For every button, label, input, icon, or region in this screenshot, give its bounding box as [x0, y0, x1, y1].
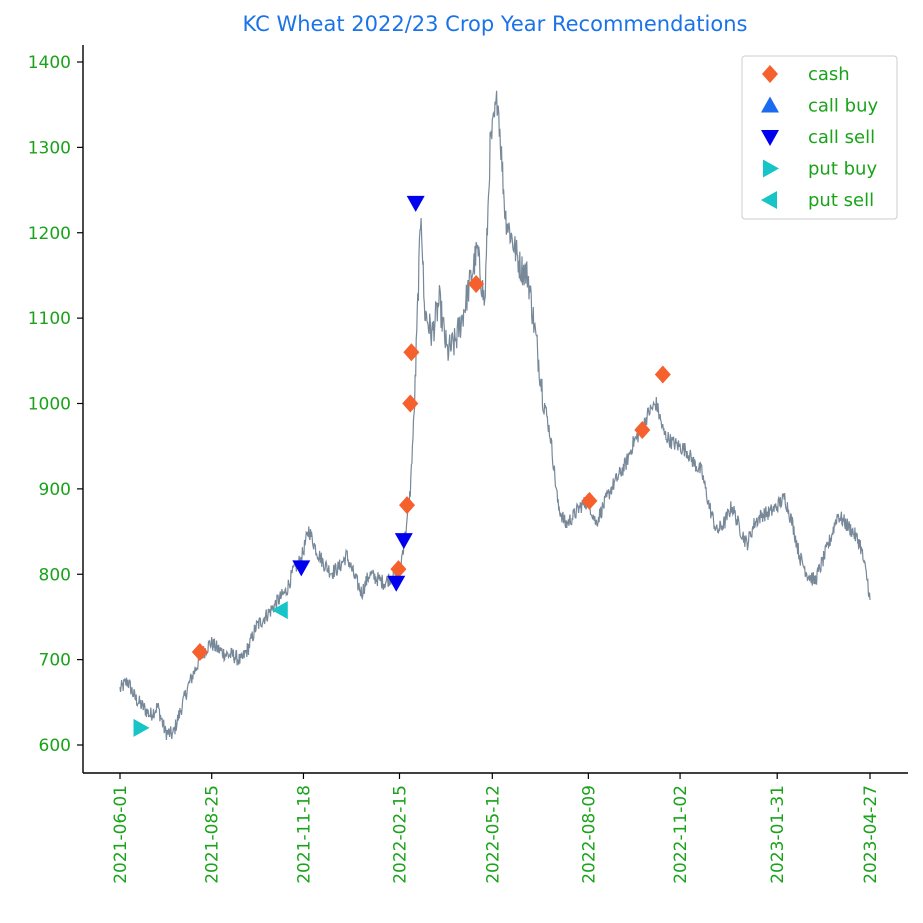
x-tick-label: 2023-01-31	[768, 785, 788, 884]
legend-put-buy-marker	[763, 159, 779, 178]
legend-put-sell-marker	[761, 191, 777, 209]
legend-cash-marker	[762, 65, 778, 83]
legend-cash-label: cash	[808, 64, 850, 85]
put-buy-marker	[133, 718, 150, 737]
signal-markers	[133, 195, 671, 737]
y-tick-label: 900	[39, 480, 71, 500]
y-tick-label: 1400	[28, 53, 71, 73]
x-tick-label: 2022-11-02	[671, 785, 691, 884]
y-axis-ticks: 600 700 800 900 1000 1100 1200 1300 1400	[28, 53, 83, 756]
y-tick-label: 1100	[28, 309, 71, 329]
y-tick-label: 800	[39, 565, 71, 585]
legend-call-buy-label: call buy	[808, 96, 878, 117]
legend-call-buy-marker	[761, 96, 779, 113]
put-sell-marker	[271, 601, 288, 620]
x-tick-label: 2022-08-09	[579, 785, 599, 884]
call-sell-marker	[387, 575, 406, 592]
cash-marker	[581, 491, 598, 510]
price-line	[119, 90, 871, 741]
x-tick-label: 2023-04-27	[861, 785, 881, 884]
legend: cash call buy call sell put buy put sell	[741, 55, 898, 220]
cash-marker	[468, 274, 485, 293]
call-sell-marker	[292, 560, 311, 577]
cash-marker	[654, 365, 671, 384]
legend-put-sell-label: put sell	[808, 190, 874, 211]
cash-marker	[402, 394, 419, 413]
call-sell-marker	[394, 533, 413, 550]
legend-put-buy-label: put buy	[808, 159, 877, 180]
y-tick-label: 1000	[28, 395, 71, 415]
y-tick-label: 1300	[28, 138, 71, 158]
x-tick-label: 2022-05-12	[483, 785, 503, 884]
chart-title: KC Wheat 2022/23 Crop Year Recommendatio…	[243, 12, 748, 36]
y-tick-label: 600	[39, 736, 71, 756]
legend-call-sell-label: call sell	[808, 127, 875, 148]
x-axis-ticks: 2021-06-01 2021-08-25 2021-11-18 2022-02-15…	[111, 773, 881, 884]
cash-marker	[634, 420, 651, 439]
plot-area	[119, 90, 871, 741]
x-tick-label: 2021-11-18	[294, 785, 314, 884]
cash-marker	[403, 343, 420, 362]
cash-marker	[191, 642, 208, 661]
legend-box	[741, 55, 898, 220]
cash-marker	[399, 496, 416, 515]
y-tick-label: 1200	[28, 224, 71, 244]
call-sell-marker	[406, 195, 425, 212]
y-tick-label: 700	[39, 651, 71, 671]
x-tick-label: 2021-06-01	[111, 785, 131, 884]
x-tick-label: 2021-08-25	[203, 785, 223, 884]
x-tick-label: 2022-02-15	[390, 785, 410, 884]
legend-call-sell-marker	[761, 130, 779, 146]
cash-marker	[390, 560, 407, 579]
